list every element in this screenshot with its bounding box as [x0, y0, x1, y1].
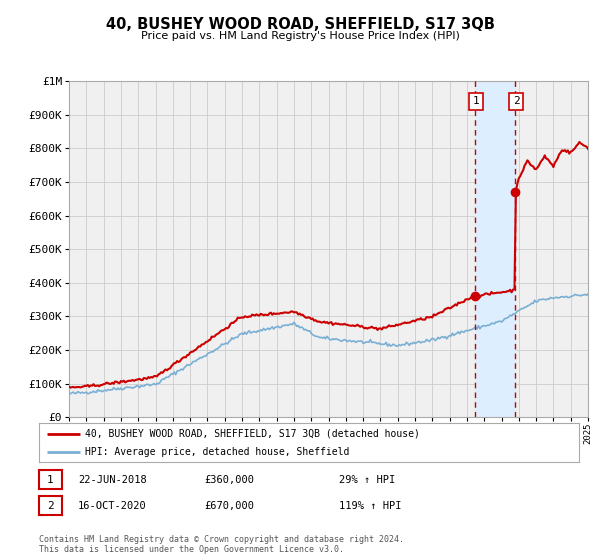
Text: 40, BUSHEY WOOD ROAD, SHEFFIELD, S17 3QB (detached house): 40, BUSHEY WOOD ROAD, SHEFFIELD, S17 3QB… — [85, 429, 420, 439]
Text: 1: 1 — [47, 475, 54, 485]
Text: 16-OCT-2020: 16-OCT-2020 — [78, 501, 147, 511]
Text: 29% ↑ HPI: 29% ↑ HPI — [339, 475, 395, 485]
Text: Price paid vs. HM Land Registry's House Price Index (HPI): Price paid vs. HM Land Registry's House … — [140, 31, 460, 41]
Text: 2: 2 — [47, 501, 54, 511]
Text: 22-JUN-2018: 22-JUN-2018 — [78, 475, 147, 485]
Text: 2: 2 — [512, 96, 520, 106]
Text: 40, BUSHEY WOOD ROAD, SHEFFIELD, S17 3QB: 40, BUSHEY WOOD ROAD, SHEFFIELD, S17 3QB — [106, 17, 494, 32]
Text: 1: 1 — [473, 96, 479, 106]
Text: HPI: Average price, detached house, Sheffield: HPI: Average price, detached house, Shef… — [85, 447, 349, 457]
Text: Contains HM Land Registry data © Crown copyright and database right 2024.
This d: Contains HM Land Registry data © Crown c… — [39, 535, 404, 554]
Bar — [475, 81, 515, 417]
Text: £360,000: £360,000 — [204, 475, 254, 485]
Text: £670,000: £670,000 — [204, 501, 254, 511]
Text: 119% ↑ HPI: 119% ↑ HPI — [339, 501, 401, 511]
